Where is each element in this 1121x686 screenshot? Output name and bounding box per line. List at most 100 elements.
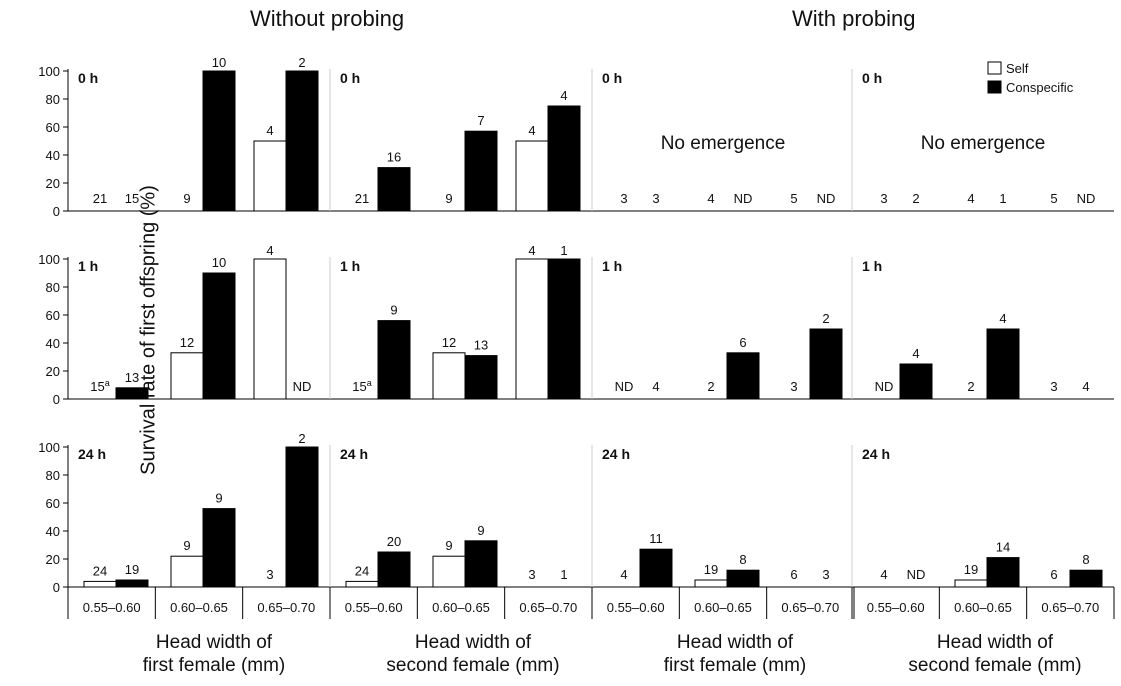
panel-c2-r3-self-bar-0 <box>345 580 379 588</box>
panel-c3-r3-self-n-2: 6 <box>790 567 797 582</box>
x-axis-title-col4-line2: second female (mm) <box>908 655 1082 676</box>
panel-c4-r3-time-label: 24 h <box>862 446 890 462</box>
panel-c2-r3-category-label-0: 0.55–0.60 <box>345 600 403 615</box>
panel-c2-r3-self-n-1: 9 <box>445 538 452 553</box>
panel-c3-r2-conspecific-n-2: 2 <box>822 311 829 326</box>
panel-c3-r3-category-label-2: 0.65–0.70 <box>781 600 839 615</box>
panel-c4-r1-conspecific-n-0: 2 <box>912 191 919 206</box>
panel-c1-r1-self-n-1: 9 <box>183 191 190 206</box>
y-tick-label-r1-0: 0 <box>53 392 60 407</box>
panel-c3-r2-conspecific-bar-1 <box>726 352 760 400</box>
panel-c3-r3-self-n-1: 19 <box>704 562 718 577</box>
panel-c1-r1-conspecific-n-2: 2 <box>298 55 305 70</box>
legend-self-swatch <box>987 61 1002 75</box>
panel-c2-r2-time-label: 1 h <box>340 258 360 274</box>
panel-c4-r3-conspecific-bar-2 <box>1069 569 1103 588</box>
panel-c2-r3-conspecific-n-0: 20 <box>387 534 401 549</box>
y-tick-label-r0-20: 20 <box>46 176 60 191</box>
panel-c1-r2-conspecific-n-2: ND <box>293 379 312 394</box>
panel-c3-r2-conspecific-n-1: 6 <box>739 335 746 350</box>
panel-c4-r1-note: No emergence <box>921 133 1046 154</box>
panel-c3-r1-time-label: 0 h <box>602 70 622 86</box>
group-title-with-probing: With probing <box>792 6 916 31</box>
y-tick-label-r0-100: 100 <box>38 64 60 79</box>
panel-c4-r3-self-n-1: 19 <box>964 562 978 577</box>
panel-c2-r1-conspecific-bar-0 <box>377 167 411 212</box>
x-axis-title-col1: Head width of first female (mm) <box>84 631 344 677</box>
panel-c1-r2-self-n-0: 15a <box>90 378 109 394</box>
panel-c1-r1-time-label: 0 h <box>78 70 98 86</box>
y-tick-label-r0-40: 40 <box>46 148 60 163</box>
panel-c2-r2-self-n-1: 12 <box>442 335 456 350</box>
panel-c1-r3-self-n-1: 9 <box>183 538 190 553</box>
x-axis-title-col4-line1: Head width of <box>936 632 1054 653</box>
panel-c3-r2-conspecific-bar-2 <box>809 328 843 400</box>
panel-c2-r3-self-n-0: 24 <box>355 563 369 578</box>
panel-c1-r3-self-bar-0 <box>83 580 117 588</box>
panel-c2-r3-time-label: 24 h <box>340 446 368 462</box>
panel-c4-r1-conspecific-n-1: 1 <box>999 191 1006 206</box>
x-axis-title-col4: Head width of second female (mm) <box>865 631 1121 677</box>
panel-c2-r2-conspecific-n-2: 1 <box>560 243 567 258</box>
y-tick-label-r1-40: 40 <box>46 336 60 351</box>
panel-c3-r3-category-label-1: 0.60–0.65 <box>694 600 752 615</box>
legend-self-label: Self <box>1006 61 1029 76</box>
panel-c1-r2-self-n-1: 12 <box>180 335 194 350</box>
y-tick-label-r0-60: 60 <box>46 120 60 135</box>
panel-c2-r3-self-bar-1 <box>432 555 466 588</box>
panel-c4-r3-self-bar-1 <box>954 579 988 588</box>
panel-c3-r3-conspecific-n-2: 3 <box>822 567 829 582</box>
panel-c2-r1-self-n-0: 21 <box>355 191 369 206</box>
panel-c1-r3-conspecific-n-2: 2 <box>298 431 305 446</box>
panel-c1-r3-conspecific-n-0: 19 <box>125 562 139 577</box>
panel-c1-r3-self-bar-1 <box>170 555 204 588</box>
y-tick-label-r0-0: 0 <box>53 204 60 219</box>
panel-c1-r3-conspecific-bar-1 <box>202 508 236 588</box>
panel-c4-r1-time-label: 0 h <box>862 70 882 86</box>
y-tick-label-r1-80: 80 <box>46 280 60 295</box>
panel-c1-r2-conspecific-n-1: 10 <box>212 255 226 270</box>
panel-c4-r1-self-n-1: 4 <box>967 191 974 206</box>
panel-c1-r3-category-label-1: 0.60–0.65 <box>170 600 228 615</box>
panel-c3-r3-time-label: 24 h <box>602 446 630 462</box>
panel-c1-r3-self-n-2: 3 <box>266 567 273 582</box>
panel-c1-r1-self-n-2: 4 <box>266 123 273 138</box>
panel-c1-r2-self-bar-1 <box>170 352 204 400</box>
panel-c1-r1-conspecific-n-1: 10 <box>212 55 226 70</box>
panel-c3-r2-self-n-1: 2 <box>707 379 714 394</box>
panel-c4-r1-self-n-2: 5 <box>1050 191 1057 206</box>
panel-c3-r3-conspecific-bar-0 <box>639 548 673 588</box>
panel-c2-r1-conspecific-n-1: 7 <box>477 113 484 128</box>
panel-c3-r3-conspecific-bar-1 <box>726 569 760 588</box>
panel-c4-r2-conspecific-n-0: 4 <box>912 346 919 361</box>
panel-c1-r1-conspecific-bar-2 <box>285 70 319 212</box>
panel-c1-r3-category-label-2: 0.65–0.70 <box>257 600 315 615</box>
panel-c3-r2-time-label: 1 h <box>602 258 622 274</box>
x-axis-title-col2-line2: second female (mm) <box>386 655 560 676</box>
panel-c3-r1-self-n-0: 3 <box>620 191 627 206</box>
panel-c4-r3-self-n-2: 6 <box>1050 567 1057 582</box>
panel-c1-r1-self-bar-2 <box>253 140 287 212</box>
legend-conspecific-label: Conspecific <box>1006 80 1074 95</box>
panel-c4-r2-self-n-0: ND <box>875 379 894 394</box>
panel-c3-r1-conspecific-n-0: 3 <box>652 191 659 206</box>
panel-c2-r1-conspecific-n-0: 16 <box>387 150 401 165</box>
y-tick-label-r2-80: 80 <box>46 468 60 483</box>
panel-c3-r3-conspecific-n-0: 11 <box>649 531 663 546</box>
panel-c2-r1-self-bar-2 <box>515 140 549 212</box>
panel-c3-r1-conspecific-n-1: ND <box>734 191 753 206</box>
panel-c3-r1-self-n-2: 5 <box>790 191 797 206</box>
panel-c3-r3-conspecific-n-1: 8 <box>739 552 746 567</box>
panel-c4-r2-time-label: 1 h <box>862 258 882 274</box>
panel-c1-r1-conspecific-bar-1 <box>202 70 236 212</box>
panel-c3-r1-note: No emergence <box>661 133 786 154</box>
panel-c1-r1-self-n-0: 21 <box>93 191 107 206</box>
panel-c3-r2-self-n-0: ND <box>615 379 634 394</box>
x-axis-title-col3: Head width of first female (mm) <box>605 631 865 677</box>
panel-c2-r2-conspecific-n-1: 13 <box>474 338 488 353</box>
panel-c2-r3-conspecific-bar-1 <box>464 540 498 588</box>
x-axis-title-col3-line1: Head width of <box>676 632 794 653</box>
panel-c3-r1-self-n-1: 4 <box>707 191 714 206</box>
y-tick-label-r2-60: 60 <box>46 496 60 511</box>
